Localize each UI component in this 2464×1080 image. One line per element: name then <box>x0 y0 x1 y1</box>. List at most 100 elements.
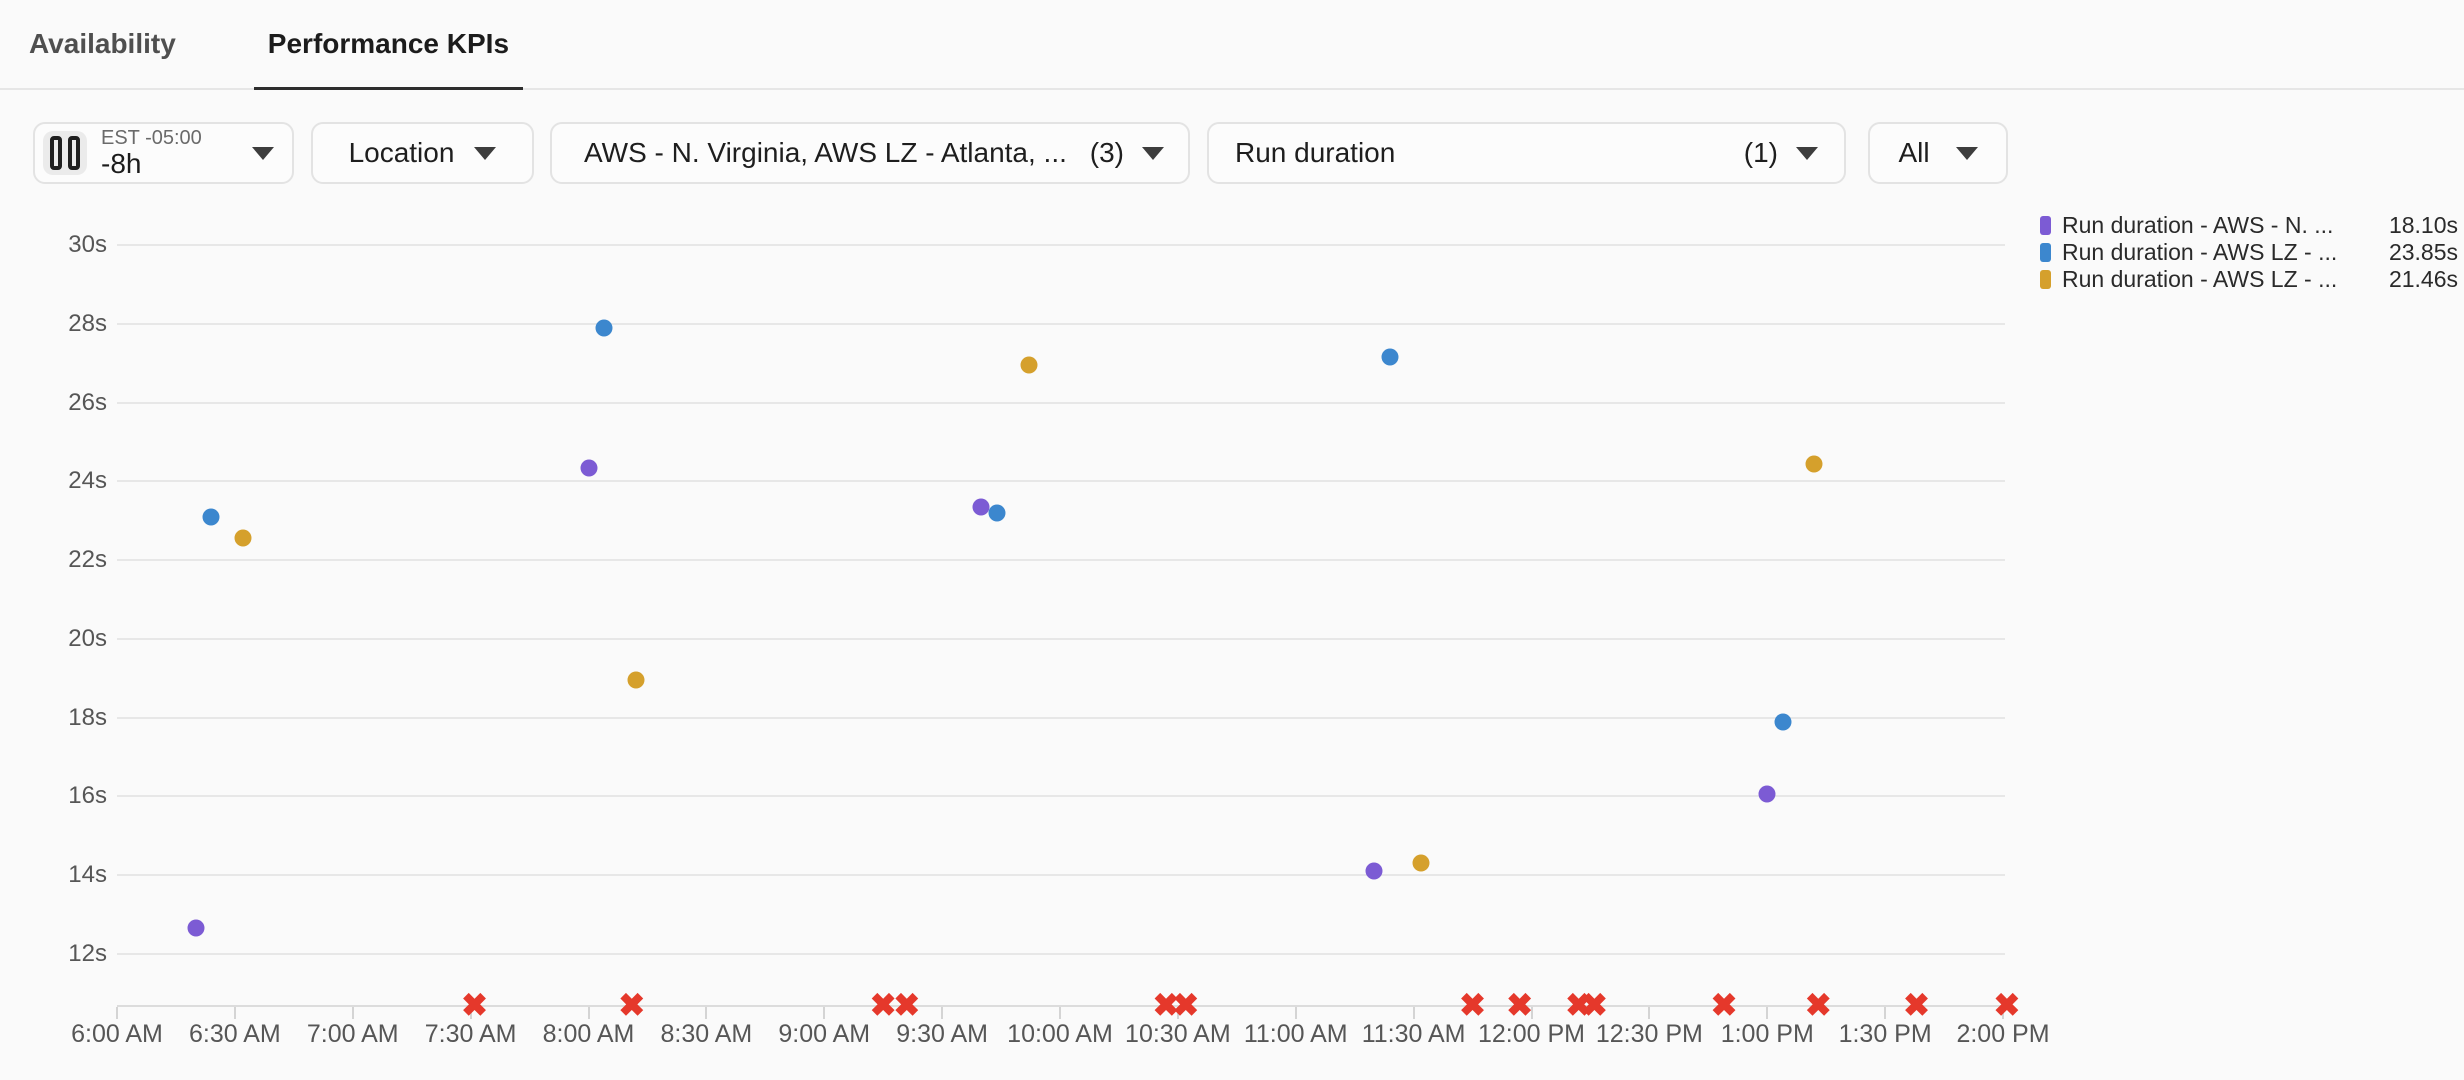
x-axis-label: 11:30 AM <box>1361 1020 1466 1048</box>
x-axis-label: 7:00 AM <box>306 1020 399 1048</box>
locations-selected-count: (3) <box>1089 137 1124 168</box>
legend-item[interactable]: Run duration - AWS LZ - ... 21.46s <box>2040 266 2458 293</box>
data-point[interactable] <box>1365 862 1383 880</box>
y-gridline <box>117 559 2005 562</box>
x-axis-label: 12:30 PM <box>1595 1020 1703 1048</box>
x-axis-line <box>117 1005 2005 1007</box>
tab-bar: Availability Performance KPIs <box>0 0 2464 90</box>
data-point[interactable] <box>187 919 205 937</box>
x-axis-tick <box>1412 1007 1415 1019</box>
data-point[interactable] <box>580 459 597 477</box>
failed-run-marker[interactable]: ✖ <box>1565 987 1593 1023</box>
x-axis-label: 8:00 AM <box>542 1020 635 1048</box>
timezone-text: EST -05:00 -8h <box>101 127 252 179</box>
location-dropdown-label: Location <box>348 137 455 168</box>
tab-availability[interactable]: Availability <box>29 28 176 59</box>
failed-run-marker[interactable]: ✖ <box>1580 987 1608 1023</box>
time-range-value: -8h <box>101 148 142 179</box>
legend-swatch-icon <box>2040 243 2051 262</box>
x-axis-label: 8:30 AM <box>660 1020 753 1048</box>
legend-item[interactable]: Run duration - AWS - N. ... 18.10s <box>2040 212 2458 239</box>
data-point[interactable] <box>1412 854 1430 872</box>
failed-run-marker[interactable]: ✖ <box>1710 987 1738 1023</box>
y-axis-label: 14s <box>68 861 107 889</box>
failed-run-marker[interactable]: ✖ <box>1993 987 2021 1023</box>
tab-performance-kpis[interactable]: Performance KPIs <box>253 0 524 90</box>
y-axis-label: 18s <box>68 703 107 731</box>
legend-value: 21.46s <box>2388 266 2458 292</box>
x-axis-tick <box>351 1007 354 1019</box>
x-axis-label: 1:00 PM <box>1720 1020 1814 1048</box>
y-gridline <box>117 401 2005 404</box>
data-point[interactable] <box>1381 348 1399 366</box>
failed-run-marker[interactable]: ✖ <box>1172 987 1200 1023</box>
x-axis-label: 6:00 AM <box>71 1020 163 1048</box>
y-gridline <box>117 953 2005 955</box>
metric-dropdown[interactable]: Run duration (1) <box>1207 122 1846 184</box>
legend-label: Run duration - AWS LZ - ... <box>2062 266 2338 292</box>
timezone-selector[interactable]: EST -05:00 -8h <box>33 122 294 184</box>
failed-run-marker[interactable]: ✖ <box>1152 987 1180 1023</box>
x-axis-tick <box>1884 1007 1887 1019</box>
failed-run-marker[interactable]: ✖ <box>618 987 646 1023</box>
metric-selected-value: Run duration <box>1235 137 1396 168</box>
data-point[interactable] <box>1020 356 1038 374</box>
data-point[interactable] <box>1805 455 1823 473</box>
legend-value: 18.10s <box>2388 212 2458 238</box>
failed-run-marker[interactable]: ✖ <box>893 987 921 1023</box>
legend-item[interactable]: Run duration - AWS LZ - ... 23.85s <box>2040 239 2458 266</box>
x-axis-tick <box>116 1007 118 1019</box>
pause-icon[interactable] <box>43 131 87 175</box>
x-axis-tick <box>1766 1007 1769 1019</box>
y-gridline <box>117 322 2005 325</box>
x-axis-label: 10:00 AM <box>1007 1020 1113 1048</box>
data-point[interactable] <box>1774 713 1792 731</box>
x-axis-tick <box>1530 1007 1533 1019</box>
timezone-zone-label: EST -05:00 <box>101 127 202 149</box>
y-axis-label: 16s <box>68 782 107 810</box>
data-point[interactable] <box>627 671 645 689</box>
y-axis-label: 26s <box>68 388 107 416</box>
failed-run-marker[interactable]: ✖ <box>1804 987 1832 1023</box>
failed-run-marker[interactable]: ✖ <box>1459 987 1486 1023</box>
metric-selected-count: (1) <box>1743 137 1778 168</box>
x-axis-label: 6:30 AM <box>189 1020 281 1048</box>
chevron-down-icon <box>252 146 274 160</box>
y-axis-label: 30s <box>68 231 107 258</box>
x-axis-label: 12:00 PM <box>1477 1020 1586 1048</box>
data-point[interactable] <box>595 319 613 337</box>
data-point[interactable] <box>202 508 220 526</box>
legend-swatch-icon <box>2040 216 2051 235</box>
x-axis-tick <box>233 1007 236 1019</box>
failed-run-marker[interactable]: ✖ <box>461 987 488 1023</box>
locations-multiselect[interactable]: AWS - N. Virginia, AWS LZ - Atlanta, ...… <box>550 122 1190 184</box>
data-point[interactable] <box>972 498 990 516</box>
failed-run-marker[interactable]: ✖ <box>1903 987 1930 1023</box>
x-axis-tick <box>587 1007 590 1019</box>
x-axis-label: 2:00 PM <box>1956 1020 2050 1048</box>
x-axis-tick <box>823 1007 826 1019</box>
y-gridline <box>117 637 2005 640</box>
data-point[interactable] <box>1758 785 1776 803</box>
status-filter-dropdown[interactable]: All <box>1868 122 2008 184</box>
x-axis-tick <box>2002 1007 2004 1019</box>
chevron-down-icon <box>474 146 497 160</box>
y-axis-label: 24s <box>68 467 107 495</box>
chevron-down-icon <box>1796 146 1818 160</box>
x-axis-tick <box>1176 1007 1179 1019</box>
data-point[interactable] <box>988 504 1006 522</box>
x-axis-tick <box>1294 1007 1297 1019</box>
chart-legend: Run duration - AWS - N. ... 18.10s Run dur… <box>2040 212 2458 293</box>
status-filter-value: All <box>1898 137 1930 168</box>
y-gridline <box>117 716 2005 719</box>
legend-swatch-icon <box>2040 270 2051 289</box>
y-axis-label: 28s <box>68 309 107 337</box>
failed-run-marker[interactable]: ✖ <box>869 987 897 1023</box>
x-axis-tick <box>1059 1007 1061 1019</box>
failed-run-marker[interactable]: ✖ <box>1506 987 1534 1023</box>
x-axis-label: 9:00 AM <box>778 1020 871 1048</box>
location-dropdown[interactable]: Location <box>311 122 534 184</box>
x-axis-label: 1:30 PM <box>1838 1020 1932 1048</box>
y-gridline <box>117 874 2005 877</box>
data-point[interactable] <box>234 529 252 547</box>
